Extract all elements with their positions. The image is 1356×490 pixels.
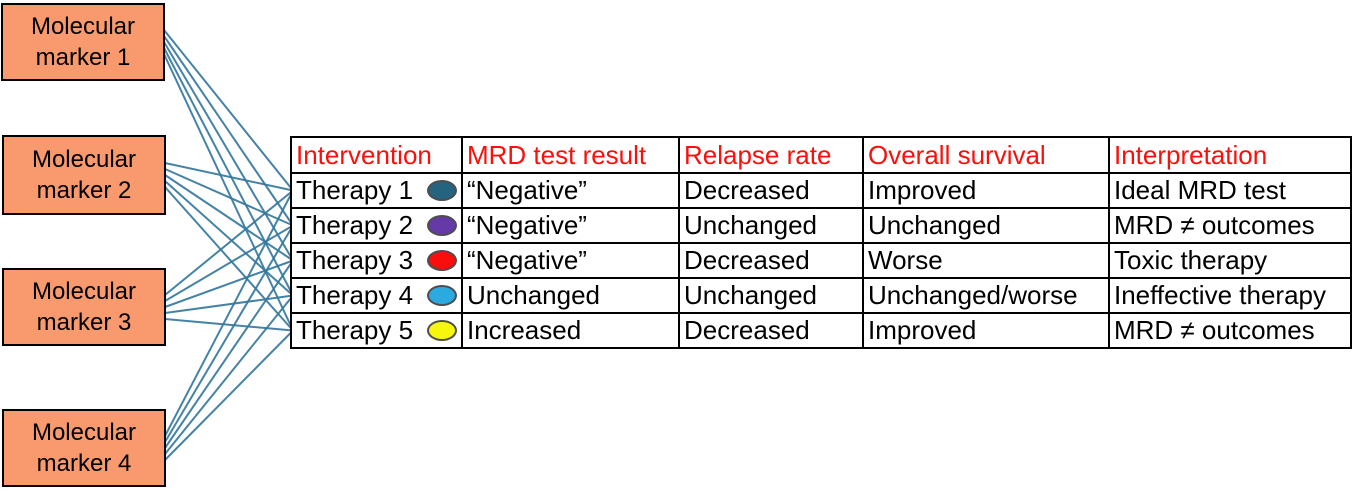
table-row-therapy-3: Therapy 3 “Negative” Decreased Worse Tox… xyxy=(290,242,1352,279)
interpretation-cell: MRD ≠ outcomes xyxy=(1108,312,1352,349)
marker-label: Molecular marker 1 xyxy=(30,13,136,71)
table-row-therapy-1: Therapy 1 “Negative” Decreased Improved … xyxy=(290,172,1352,209)
relapse-rate-cell: Decreased xyxy=(678,242,864,279)
col-header-mrd-test-result: MRD test result xyxy=(461,136,680,174)
therapy-color-dot xyxy=(427,215,457,236)
table-row-therapy-5: Therapy 5 Increased Decreased Improved M… xyxy=(290,312,1352,349)
overall-survival-cell: Improved xyxy=(862,312,1110,349)
marker-box-molecular-marker-4: Molecular marker 4 xyxy=(2,409,166,487)
col-header-interpretation: Interpretation xyxy=(1108,136,1352,174)
therapy-color-dot xyxy=(427,250,457,271)
col-header-relapse-rate: Relapse rate xyxy=(678,136,864,174)
therapy-label: Therapy 3 xyxy=(296,245,414,275)
marker-label: Molecular marker 2 xyxy=(31,146,137,204)
mrd-result-cell: “Negative” xyxy=(461,242,680,279)
relapse-rate-cell: Unchanged xyxy=(678,207,864,244)
therapy-color-dot xyxy=(427,285,457,306)
table-row-therapy-4: Therapy 4 Unchanged Unchanged Unchanged/… xyxy=(290,277,1352,314)
overall-survival-cell: Improved xyxy=(862,172,1110,209)
table-row-therapy-2: Therapy 2 “Negative” Unchanged Unchanged… xyxy=(290,207,1352,244)
mrd-result-cell: “Negative” xyxy=(461,207,680,244)
col-header-intervention: Intervention xyxy=(290,136,463,174)
table-header-row: Intervention MRD test result Relapse rat… xyxy=(290,136,1352,174)
therapy-color-dot xyxy=(427,320,457,341)
overall-survival-cell: Worse xyxy=(862,242,1110,279)
interpretation-cell: Ineffective therapy xyxy=(1108,277,1352,314)
mrd-result-cell: Unchanged xyxy=(461,277,680,314)
therapy-color-dot xyxy=(427,180,457,201)
mrd-result-cell: “Negative” xyxy=(461,172,680,209)
marker-label: Molecular marker 4 xyxy=(31,419,137,477)
marker-box-molecular-marker-3: Molecular marker 3 xyxy=(2,268,166,346)
col-header-overall-survival: Overall survival xyxy=(862,136,1110,174)
interpretation-cell: MRD ≠ outcomes xyxy=(1108,207,1352,244)
mrd-result-cell: Increased xyxy=(461,312,680,349)
relapse-rate-cell: Decreased xyxy=(678,312,864,349)
marker-box-molecular-marker-2: Molecular marker 2 xyxy=(2,135,166,215)
relapse-rate-cell: Decreased xyxy=(678,172,864,209)
marker-box-molecular-marker-1: Molecular marker 1 xyxy=(1,3,165,81)
therapy-label: Therapy 1 xyxy=(296,175,414,205)
interpretation-cell: Ideal MRD test xyxy=(1108,172,1352,209)
overall-survival-cell: Unchanged xyxy=(862,207,1110,244)
relapse-rate-cell: Unchanged xyxy=(678,277,864,314)
overall-survival-cell: Unchanged/worse xyxy=(862,277,1110,314)
therapy-label: Therapy 4 xyxy=(296,280,414,310)
therapy-label: Therapy 5 xyxy=(296,315,414,345)
interpretation-cell: Toxic therapy xyxy=(1108,242,1352,279)
marker-label: Molecular marker 3 xyxy=(31,278,137,336)
mrd-outcomes-table: Intervention MRD test result Relapse rat… xyxy=(290,136,1352,349)
therapy-label: Therapy 2 xyxy=(296,210,414,240)
